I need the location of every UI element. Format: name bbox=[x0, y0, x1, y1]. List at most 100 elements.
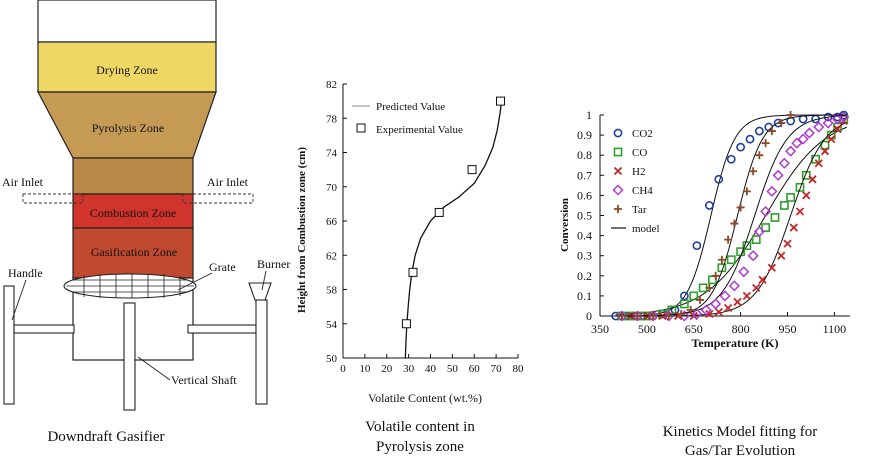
chart2-point-co bbox=[742, 241, 752, 251]
chart2-point-h2 bbox=[814, 159, 823, 168]
chart2-point-co bbox=[770, 213, 780, 222]
handle-label: Handle bbox=[8, 266, 43, 280]
chart2-y-tick-label: 0.6 bbox=[577, 188, 592, 202]
chart2-point-co bbox=[751, 235, 761, 245]
chart2-point-tar bbox=[696, 295, 704, 304]
burner-label: Burner bbox=[257, 257, 290, 271]
air-inlet-pipe-left bbox=[22, 193, 84, 204]
chart2-point-ch4 bbox=[631, 310, 644, 322]
chart2-x-tick-label: 950 bbox=[779, 322, 797, 336]
chart2-point-tar bbox=[761, 139, 770, 148]
chart1-series bbox=[401, 96, 505, 359]
chart1-x-tick-label: 10 bbox=[359, 363, 371, 375]
chart1-legend-experimental: Experimental Value bbox=[376, 124, 463, 136]
chart2-point-tar bbox=[664, 312, 673, 320]
chart2-point-tar bbox=[755, 151, 764, 160]
chart2-ticks: 350 500 650 800 950 1100 0 0.1 0.2 0.3 0.4 0.5 0.6 0.… bbox=[577, 108, 846, 336]
chart2-legend-marker-ch4 bbox=[612, 184, 624, 196]
air-inlet-left-label: Air Inlet bbox=[2, 175, 44, 189]
chart2-point-co2 bbox=[704, 201, 714, 210]
chart1-y-tick-label: 50 bbox=[326, 353, 338, 365]
chart2-point-ch4 bbox=[719, 290, 731, 302]
chart2-series bbox=[611, 110, 850, 322]
chart2-y-tick-label: 0.2 bbox=[577, 269, 592, 283]
chart2-y-tick-label: 0.1 bbox=[577, 289, 592, 303]
chart1-x-tick-label: 40 bbox=[425, 363, 437, 375]
gasification-zone bbox=[72, 227, 194, 279]
chart2-legend-label-tar: Tar bbox=[632, 204, 647, 216]
chart2-point-ch4 bbox=[822, 117, 834, 129]
chart2-x-tick-label: 800 bbox=[732, 322, 750, 336]
chart1-experimental-point bbox=[467, 165, 477, 175]
chart2-point-ch4 bbox=[647, 310, 659, 322]
vertical-shaft-label: Vertical Shaft bbox=[171, 373, 237, 387]
chart2-point-h2 bbox=[795, 207, 805, 216]
chart2-point-h2 bbox=[752, 283, 761, 292]
reactor-upper-body bbox=[72, 157, 194, 195]
chart2-point-h2 bbox=[714, 307, 723, 317]
chart2-y-tick-label: 0.8 bbox=[577, 148, 592, 162]
chart2-legend-marker-tar bbox=[614, 205, 622, 213]
chart2-point-co2 bbox=[745, 134, 755, 144]
chart1-y-tick-label: 70 bbox=[326, 182, 338, 194]
chart2-point-tar bbox=[742, 187, 751, 196]
chart2-point-h2 bbox=[742, 291, 752, 301]
gasifier-diagram: Drying Zone Pyrolysis Zone Combustion Zo… bbox=[2, 0, 290, 445]
chart2-point-ch4 bbox=[803, 127, 815, 139]
burner-funnel bbox=[248, 282, 272, 301]
chart1-y-tick-label: 82 bbox=[326, 79, 337, 91]
chart2-point-co2 bbox=[736, 142, 746, 152]
chart2-point-h2 bbox=[723, 303, 733, 313]
chart2-point-h2 bbox=[820, 147, 830, 156]
chart2-legend-marker-co2 bbox=[613, 128, 623, 138]
chart1-x-tick-label: 60 bbox=[469, 363, 481, 375]
chart2-point-h2 bbox=[777, 251, 786, 260]
chart2-legend-label-h2: H2 bbox=[632, 166, 645, 178]
chart2-point-co bbox=[795, 182, 805, 192]
chart1-predicted-line bbox=[404, 101, 503, 359]
chart2-point-co bbox=[679, 299, 689, 309]
chart2-y-tick-label: 0.7 bbox=[577, 168, 592, 182]
chart1-ticks: 0 10 20 30 40 50 60 70 80 50 54 58 62 66 70 74 78 82 bbox=[326, 79, 524, 375]
chart2-point-h2 bbox=[758, 275, 767, 284]
chart2-x-tick-label: 500 bbox=[638, 322, 656, 336]
chart2-point-ch4 bbox=[616, 310, 628, 322]
chart2-point-tar bbox=[749, 167, 758, 176]
chart2-model-curve-co bbox=[615, 126, 848, 316]
chart2-point-ch4 bbox=[700, 304, 712, 316]
pyrolysis-zone-label: Pyrolysis Zone bbox=[92, 121, 164, 135]
chart2-x-tick-label: 650 bbox=[685, 322, 703, 336]
chart1-experimental-point bbox=[401, 319, 411, 329]
chart1-legend-predicted: Predicted Value bbox=[376, 101, 445, 113]
chart2-ylabel: Conversion bbox=[559, 198, 571, 252]
chart2-legend: CO2 CO H2 CH4 Tar model bbox=[611, 128, 660, 235]
chart2-legend-label-ch4: CH4 bbox=[632, 185, 653, 197]
grate-pointer bbox=[177, 272, 213, 291]
chart2-point-h2 bbox=[802, 191, 811, 200]
drying-zone bbox=[37, 41, 217, 93]
chart2-model-curve-co2 bbox=[615, 114, 847, 317]
chart1-y-tick-label: 62 bbox=[326, 250, 337, 262]
chart2-point-tar bbox=[617, 312, 626, 320]
chart2-point-tar bbox=[767, 127, 776, 136]
burner-tube bbox=[255, 299, 268, 405]
chart2-point-tar bbox=[736, 203, 745, 212]
chart2-y-tick-label: 0.9 bbox=[577, 128, 592, 142]
chart2-point-ch4 bbox=[778, 157, 790, 169]
chart2-caption-line1: Kinetics Model fitting for bbox=[663, 424, 818, 440]
chart2-x-tick-label: 1100 bbox=[823, 322, 847, 336]
chart1-x-tick-label: 50 bbox=[447, 363, 459, 375]
chart2-legend-marker-h2 bbox=[613, 166, 623, 176]
chart2-point-co2 bbox=[714, 174, 724, 184]
vertical-shaft bbox=[123, 302, 136, 411]
chart2-point-ch4 bbox=[760, 205, 772, 218]
chart2-point-co bbox=[726, 255, 736, 265]
chart2-legend-label-co2: CO2 bbox=[632, 128, 653, 140]
chart2-point-co bbox=[761, 223, 771, 232]
chart1-y-tick-label: 78 bbox=[326, 113, 338, 125]
hopper-top bbox=[37, 0, 217, 43]
chart1-experimental-point bbox=[408, 267, 418, 277]
chart1-caption-line2: Pyrolysis zone bbox=[376, 439, 464, 455]
chart2-point-co2 bbox=[798, 114, 808, 124]
chart2-caption-line2: Gas/Tar Evolution bbox=[685, 443, 796, 459]
